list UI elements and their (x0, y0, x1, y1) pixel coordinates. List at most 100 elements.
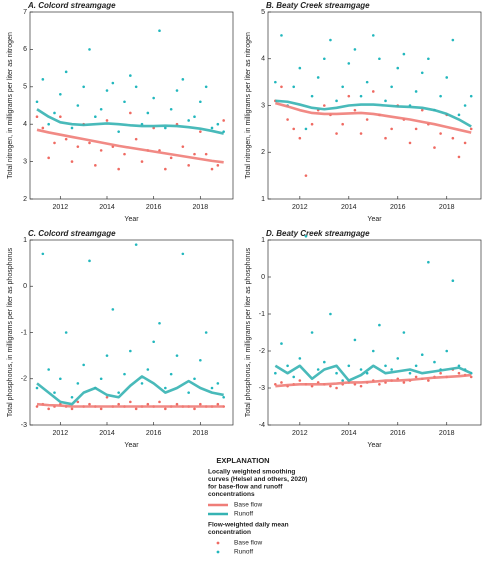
smooth-curve (36, 375, 224, 406)
data-point (88, 259, 91, 263)
x-tick-label: 2018 (193, 204, 209, 211)
data-point (280, 85, 283, 89)
x-axis-label: Year (367, 216, 382, 223)
x-axis-label: Year (124, 216, 139, 223)
data-point (439, 371, 442, 375)
legend-point (216, 541, 220, 545)
data-point (463, 141, 467, 145)
y-tick-label: 2 (23, 196, 27, 203)
x-axis-label: Year (367, 442, 382, 449)
data-point (181, 145, 185, 148)
data-point (222, 395, 225, 399)
data-point (47, 368, 50, 371)
data-point (140, 160, 144, 163)
smooth-curve (275, 99, 472, 128)
data-point (414, 375, 418, 379)
data-point (146, 368, 150, 371)
x-tick-label: 2016 (390, 430, 406, 437)
data-point (129, 400, 132, 404)
data-point (310, 331, 314, 334)
data-point (210, 167, 214, 171)
data-point (365, 80, 369, 84)
data-point (390, 85, 393, 89)
data-point (457, 113, 461, 117)
x-tick-label: 2012 (53, 204, 69, 211)
data-point (187, 164, 190, 167)
data-point (129, 111, 132, 115)
data-point (88, 48, 91, 51)
data-point (193, 377, 196, 381)
data-point (414, 90, 418, 93)
y-tick-label: 5 (261, 9, 265, 16)
data-point (439, 94, 442, 98)
x-tick-label: 2014 (99, 430, 115, 437)
smooth-curve (275, 101, 472, 134)
data-point (35, 100, 39, 104)
data-point (117, 130, 120, 133)
data-point (286, 364, 289, 368)
y-tick-label: -4 (259, 422, 265, 429)
data-point (274, 80, 277, 84)
data-point (187, 119, 190, 122)
data-point (378, 323, 381, 327)
data-point (402, 52, 406, 56)
data-point (88, 402, 91, 406)
data-point (105, 354, 109, 357)
x-tick-label: 2012 (292, 430, 308, 437)
panel-title: C. Colcord streamgage (28, 229, 116, 238)
data-point (420, 71, 424, 75)
y-axis-label: Total phosphorus, in milligrams per lite… (7, 247, 14, 417)
data-point (396, 66, 400, 70)
data-point (451, 136, 455, 140)
data-point (304, 127, 308, 131)
data-point (117, 391, 120, 394)
y-tick-label: 7 (23, 9, 27, 16)
x-tick-label: 2016 (146, 204, 162, 211)
data-point (199, 358, 202, 362)
data-point (414, 364, 418, 368)
data-point (64, 137, 68, 141)
data-point (304, 174, 308, 177)
y-tick-label: -2 (259, 348, 265, 355)
data-point (158, 29, 161, 32)
y-tick-label: 6 (23, 46, 27, 53)
data-point (187, 391, 190, 394)
data-point (359, 384, 363, 388)
plot-frame (29, 239, 234, 426)
data-point (378, 383, 381, 386)
data-point (216, 122, 220, 126)
data-point (193, 152, 196, 156)
data-point (292, 127, 296, 131)
y-tick-label: -3 (259, 385, 265, 392)
y-tick-label: -1 (21, 329, 27, 336)
data-point (117, 167, 120, 171)
data-point (123, 100, 126, 104)
y-tick-label: -2 (21, 376, 27, 383)
data-point (59, 377, 62, 381)
legend-group-title: for base-flow and runoff (208, 484, 283, 491)
data-point (99, 149, 103, 152)
data-point (152, 340, 155, 344)
data-point (347, 62, 351, 65)
data-point (353, 338, 357, 342)
panel-title: A. Colcord streamgage (27, 1, 116, 10)
data-point (70, 407, 74, 411)
data-point (310, 122, 314, 126)
data-point (365, 371, 369, 375)
data-point (76, 145, 80, 148)
data-point (384, 136, 387, 140)
data-point (359, 132, 363, 135)
data-point (193, 115, 196, 119)
data-point (445, 76, 449, 79)
data-point (408, 141, 412, 145)
y-tick-label: 5 (23, 84, 27, 91)
data-point (105, 395, 109, 399)
data-point (129, 74, 132, 77)
data-point (181, 252, 185, 256)
data-point (210, 126, 214, 130)
data-point (111, 308, 115, 311)
data-point (64, 331, 68, 334)
data-point (323, 57, 326, 61)
smooth-curve (275, 373, 472, 388)
